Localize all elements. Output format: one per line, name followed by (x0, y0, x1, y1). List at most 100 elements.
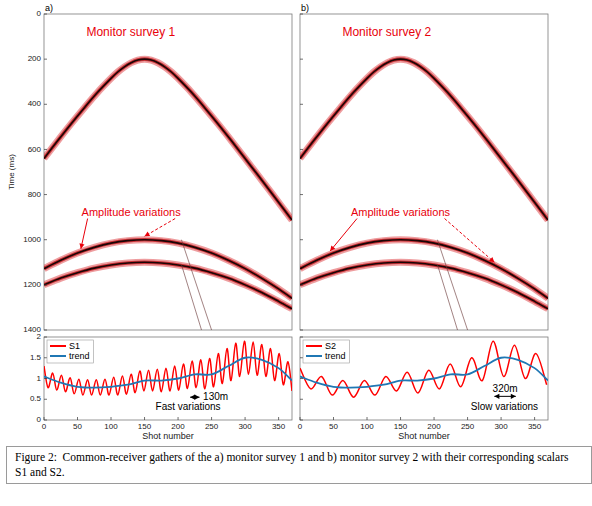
legend: S2trend (303, 340, 350, 363)
y-tick (44, 284, 47, 285)
diffraction (181, 265, 201, 330)
legend-swatch (50, 355, 66, 357)
y-tick (300, 357, 303, 358)
y-axis-title: Time (ms) (7, 154, 16, 190)
x-tick-label: 350 (528, 422, 542, 431)
y-tick (300, 239, 303, 240)
x-tick-label: 100 (360, 422, 374, 431)
wavelet-sidelobe (44, 59, 292, 220)
legend-label: S2 (325, 341, 336, 351)
legend-swatch (306, 345, 322, 347)
gather-panel: 0200400600800100012001400a)Monitor surve… (7, 3, 292, 334)
gather-panel: b) Monitor survey 2 Amplitude variations (300, 3, 548, 330)
legend-label: S1 (69, 341, 80, 351)
x-tick-label: 250 (461, 422, 475, 431)
arrow-head (330, 245, 335, 251)
x-tick (211, 417, 212, 420)
y-tick-label: 400 (28, 99, 42, 108)
arrow-head (494, 394, 499, 399)
y-tick (300, 194, 303, 195)
annotation: Amplitude variations (82, 206, 182, 218)
x-tick (333, 417, 334, 420)
diffraction (437, 265, 457, 330)
annotation-arrow (145, 219, 176, 237)
scalar-panel: 050100150200250300350Shot number320mSlow… (298, 337, 548, 441)
y-tick (44, 330, 47, 331)
seismic-event (44, 59, 292, 220)
x-tick (300, 417, 301, 420)
legend-swatch (50, 345, 66, 347)
annotation: 130m (203, 391, 228, 402)
arrow-head (489, 257, 494, 262)
wavelet-lobe (44, 262, 292, 308)
y-tick-label: 2 (37, 332, 42, 341)
y-tick (44, 194, 47, 195)
x-tick (178, 417, 179, 420)
x-tick-label: 300 (238, 422, 252, 431)
annotation: Amplitude variations (351, 206, 451, 218)
x-tick (501, 417, 502, 420)
x-tick (434, 417, 435, 420)
y-tick (44, 59, 47, 60)
x-tick (44, 417, 45, 420)
y-tick (44, 239, 47, 240)
seismic-event (300, 262, 548, 308)
panel-letter: a) (45, 3, 53, 13)
y-tick (300, 378, 303, 379)
x-tick-label: 350 (272, 422, 286, 431)
arrow-head (145, 232, 151, 237)
y-tick-label: 1200 (23, 280, 41, 289)
y-tick-label: 1000 (23, 235, 41, 244)
y-tick (44, 104, 47, 105)
y-tick (300, 59, 303, 60)
arrow-head (511, 394, 516, 399)
x-tick-label: 250 (205, 422, 219, 431)
plot-frame (44, 14, 292, 330)
wavelet-sidelobe (44, 262, 292, 308)
wavelet-sidelobe (300, 59, 548, 220)
x-tick (245, 417, 246, 420)
data-group (300, 59, 548, 330)
wavelet-sidelobe (300, 262, 548, 308)
caption: Figure 2: Common-receiver gathers of the… (6, 446, 592, 484)
x-tick (400, 417, 401, 420)
x-tick (367, 417, 368, 420)
annotation: Fast variations (156, 401, 221, 412)
legend-box (303, 340, 350, 363)
x-tick (77, 417, 78, 420)
panel-title: Monitor survey 2 (342, 25, 431, 39)
x-tick (467, 417, 468, 420)
legend-label: trend (325, 351, 346, 361)
y-tick (300, 14, 303, 15)
y-tick-label: 800 (28, 190, 42, 199)
y-tick-label: 1 (37, 374, 42, 383)
y-tick-label: 200 (28, 54, 42, 63)
figure: 0200400600800100012001400a)Monitor surve… (0, 0, 592, 506)
seismic-event (44, 262, 292, 308)
y-tick (44, 420, 47, 421)
x-tick (144, 417, 145, 420)
annotation-arrow (330, 219, 357, 251)
legend-box (47, 340, 94, 363)
annotation: 320m (493, 383, 518, 394)
plot-frame (300, 337, 548, 420)
y-tick (300, 284, 303, 285)
x-tick-label: 150 (394, 422, 408, 431)
x-tick (111, 417, 112, 420)
x-tick-label: 0 (298, 422, 303, 431)
y-tick (44, 149, 47, 150)
y-tick (300, 337, 303, 338)
x-tick-label: 200 (427, 422, 441, 431)
panel-letter: b) (301, 3, 309, 13)
y-tick (44, 357, 47, 358)
x-tick (278, 417, 279, 420)
x-tick (534, 417, 535, 420)
arrow-head (195, 395, 200, 400)
legend-label: trend (69, 351, 90, 361)
x-tick-label: 300 (494, 422, 508, 431)
x-tick-label: 0 (42, 422, 47, 431)
x-tick-label: 100 (104, 422, 118, 431)
y-tick-label: 600 (28, 145, 42, 154)
seismic-event (300, 59, 548, 220)
legend-swatch (306, 355, 322, 357)
